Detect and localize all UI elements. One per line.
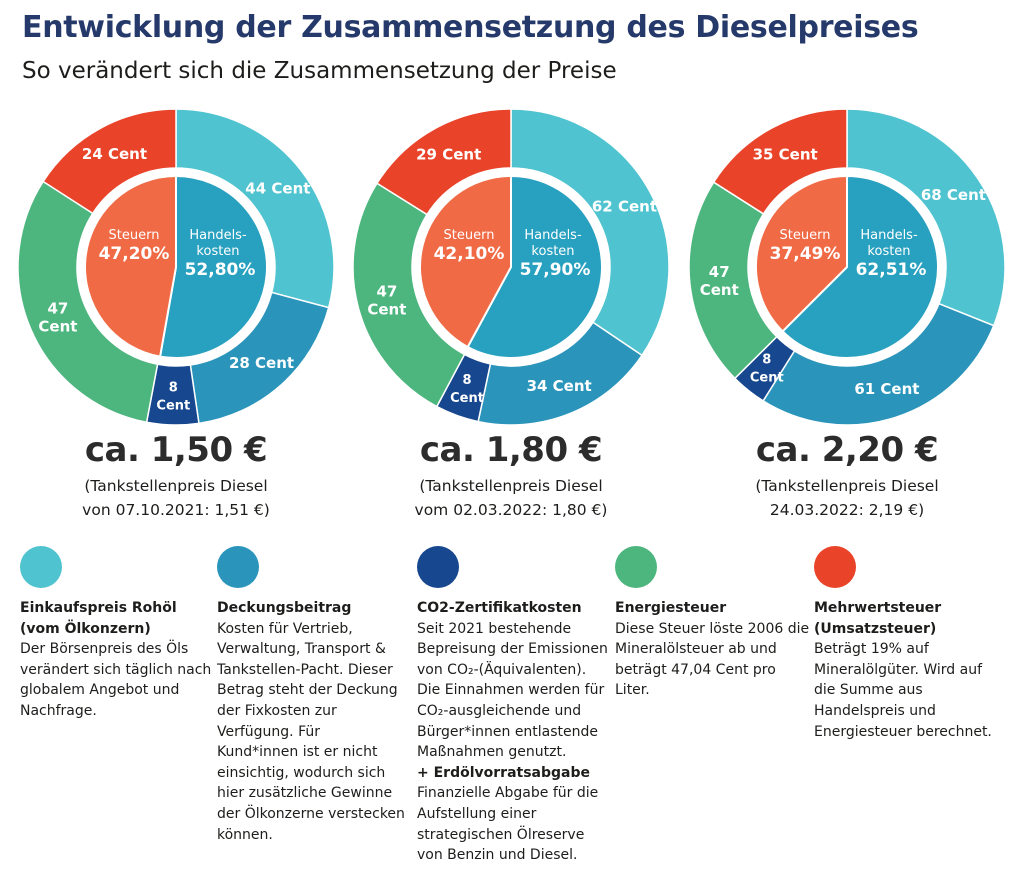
inner-slice-handelskosten [158, 174, 269, 359]
inner-percent-label: 57,90% [520, 260, 591, 280]
legend-title: Einkaufspreis Rohöl (vom Ölkonzern) [20, 600, 177, 637]
legend-text: Seit 2021 bestehende Bepreisung der Emis… [417, 620, 608, 761]
outer-slice-label: Cent [750, 370, 784, 385]
outer-slice-label: 8 [169, 380, 178, 395]
legend-swatch-deckung [217, 546, 259, 588]
legend-entry-co2: CO2-Zertifikatkosten Seit 2021 bestehend… [417, 598, 613, 866]
outer-slice-label: Cent [450, 391, 484, 406]
inner-slice-steuern [84, 174, 177, 358]
price-headline-1: ca. 1,50 € [84, 430, 268, 470]
inner-percent-label: 42,10% [434, 244, 505, 264]
price-headline-3: ca. 2,20 € [755, 430, 939, 470]
inner-slice-handelskosten [466, 174, 603, 359]
outer-slice-label: 34 Cent [527, 377, 592, 395]
inner-slice-steuern [419, 174, 512, 349]
page-title: Entwicklung der Zusammensetzung des Dies… [22, 10, 919, 45]
outer-slice-mwst [375, 108, 512, 216]
inner-percent-label: 62,51% [856, 260, 927, 280]
legend-title: Energiesteuer [615, 600, 727, 616]
legend-entry-energie: Energiesteuer Diese Steuer löste 2006 di… [615, 598, 812, 701]
outer-slice-energie [17, 180, 159, 424]
legend-entry-rohoel: Einkaufspreis Rohöl (vom Ölkonzern) Der … [20, 598, 215, 722]
price-note-1: (Tankstellenpreis Diesel von 07.10.2021:… [11, 474, 341, 522]
outer-slice-label: 47 [709, 263, 730, 281]
legend-entry-mwst: Mehrwertsteuer (Umsatzsteuer) Beträgt 19… [814, 598, 1014, 742]
outer-slice-deckung [762, 302, 995, 426]
legend-title: CO2-Zertifikatkosten [417, 600, 582, 616]
price-headline-2: ca. 1,80 € [419, 430, 603, 470]
outer-slice-label: 29 Cent [416, 146, 481, 164]
legend-title: Mehrwertsteuer (Umsatzsteuer) [814, 600, 942, 637]
outer-slice-label: 61 Cent [854, 380, 919, 398]
legend-swatch-energie [615, 546, 657, 588]
price-note-3: (Tankstellenpreis Diesel 24.03.2022: 2,1… [682, 474, 1012, 522]
outer-slice-label: 24 Cent [82, 145, 147, 163]
outer-slice-label: 35 Cent [753, 145, 818, 163]
legend-text: Beträgt 19% auf Mineralölgüter. Wird auf… [814, 641, 992, 740]
legend-text: Der Börsenpreis des Öls verändert sich t… [20, 641, 212, 719]
outer-slice-label: 28 Cent [229, 354, 294, 372]
outer-slice-label: Cent [38, 318, 77, 336]
outer-slice-label: 8 [762, 352, 771, 367]
outer-slice-mwst [42, 108, 177, 215]
legend-subtext: Finanzielle Abgabe für die Aufstellung e… [417, 785, 599, 864]
legend-subtitle: + Erdölvorratsabgabe [417, 764, 590, 781]
price-note-line: vom 02.03.2022: 1,80 €) [414, 501, 608, 519]
outer-slice-label: 68 Cent [921, 186, 986, 204]
price-note-line: von 07.10.2021: 1,51 €) [82, 501, 270, 519]
inner-name-label: kosten [196, 244, 239, 259]
legend-text: Diese Steuer löste 2006 die Mineralölste… [615, 620, 810, 699]
legend-swatch-rohoel [20, 546, 62, 588]
outer-slice-label: 8 [463, 373, 472, 388]
legend-swatch-co2 [417, 546, 459, 588]
inner-name-label: Steuern [780, 228, 831, 243]
price-note-line: 24.03.2022: 2,19 €) [769, 501, 925, 519]
outer-slice-label: Cent [367, 300, 406, 318]
legend-title: Deckungsbeitrag [217, 600, 352, 616]
legend-swatch-mwst [814, 546, 856, 588]
outer-slice-rohoel [846, 108, 1006, 327]
outer-slice-label: 62 Cent [592, 198, 657, 216]
outer-slice-rohoel [510, 108, 670, 357]
price-note-line: (Tankstellenpreis Diesel [419, 477, 603, 495]
outer-slice-label: 47 [47, 300, 68, 318]
legend-entry-deckung: Deckungsbeitrag Kosten für Vertrieb, Ver… [217, 598, 415, 845]
outer-slice-mwst [712, 108, 848, 215]
inner-percent-label: 37,49% [770, 244, 841, 264]
page-subtitle: So verändert sich die Zusammensetzung de… [22, 58, 617, 84]
price-note-line: (Tankstellenpreis Diesel [755, 477, 939, 495]
inner-slice-steuern [755, 174, 848, 333]
inner-percent-label: 52,80% [185, 260, 256, 280]
outer-slice-label: 44 Cent [245, 180, 310, 198]
inner-slice-handelskosten [781, 174, 939, 359]
outer-slice-label: Cent [700, 281, 739, 299]
price-note-line: (Tankstellenpreis Diesel [84, 477, 268, 495]
inner-name-label: Steuern [444, 228, 495, 243]
inner-name-label: kosten [531, 244, 574, 259]
legend-text: Kosten für Vertrieb, Verwaltung, Transpo… [217, 620, 405, 843]
outer-slice-energie [352, 182, 466, 408]
outer-slice-label: 47 [376, 282, 397, 300]
inner-name-label: Handels- [524, 228, 582, 243]
outer-slice-label: Cent [156, 398, 190, 413]
inner-name-label: Handels- [860, 228, 918, 243]
inner-name-label: kosten [867, 244, 910, 259]
inner-name-label: Steuern [109, 228, 160, 243]
inner-name-label: Handels- [189, 228, 247, 243]
price-note-2: (Tankstellenpreis Diesel vom 02.03.2022:… [346, 474, 676, 522]
inner-percent-label: 47,20% [99, 244, 170, 264]
outer-slice-rohoel [175, 108, 335, 309]
